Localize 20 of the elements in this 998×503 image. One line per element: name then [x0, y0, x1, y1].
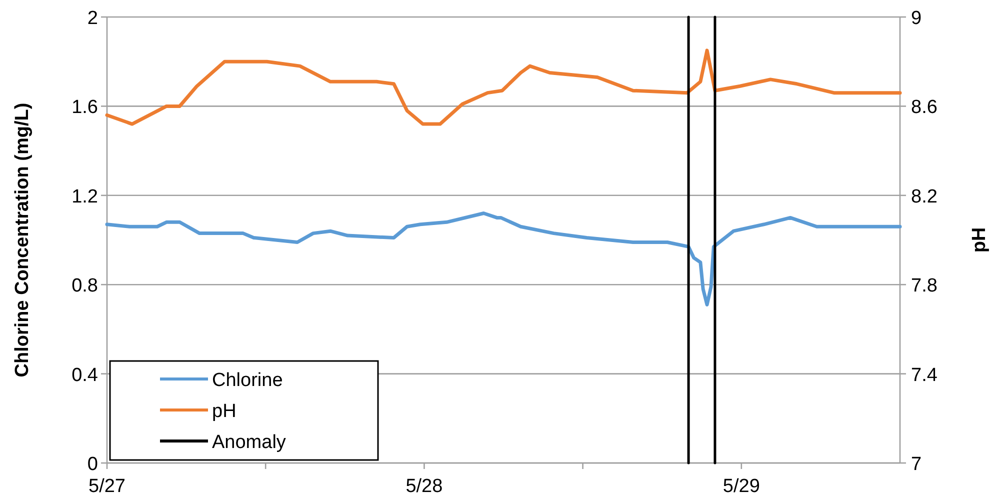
legend-label: Anomaly [212, 432, 286, 453]
y2-axis-title: pH [969, 227, 990, 253]
y2-tick-label: 7 [911, 454, 922, 475]
y-axis-title: Chlorine Concentration (mg/L) [12, 102, 33, 378]
y-tick-label: 0 [87, 454, 98, 475]
y2-tick-label: 7.8 [911, 276, 938, 297]
y-tick-label: 0.4 [72, 364, 98, 386]
y2-tick-label: 8.2 [911, 186, 938, 208]
y2-tick-label: 7.4 [911, 364, 938, 386]
x-tick-label: 5/29 [722, 476, 760, 497]
x-tick-label: 5/28 [406, 476, 443, 497]
y-tick-label: 2 [87, 8, 98, 29]
y2-tick-label: 9 [911, 8, 922, 29]
y-tick-label: 1.2 [72, 186, 98, 208]
y2-tick-label: 8.6 [911, 97, 938, 118]
legend-label: Chlorine [212, 370, 283, 391]
y-tick-label: 1.6 [72, 97, 98, 118]
y-tick-label: 0.8 [72, 276, 98, 297]
legend-label: pH [212, 401, 236, 422]
x-tick-label: 5/27 [88, 476, 126, 497]
